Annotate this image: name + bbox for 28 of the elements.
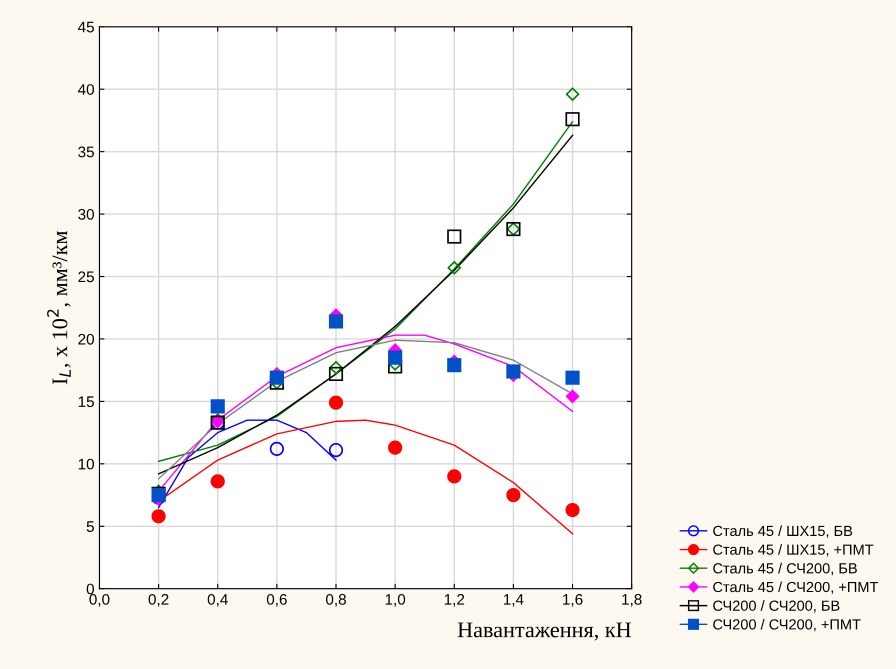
- x-axis-title: Навантаження, кН: [458, 622, 632, 641]
- legend-label: СЧ200 / СЧ200, БВ: [713, 600, 840, 613]
- legend-label: Сталь 45 / СЧ200, БВ: [713, 562, 857, 576]
- x-tick-label: 1,4: [504, 594, 524, 607]
- y-tick-label: 0: [86, 584, 94, 594]
- y-axis-title: I$_{L}$, x 10$^{2}$, мм³/км: [47, 231, 71, 384]
- y-tick-label: 10: [78, 458, 94, 470]
- x-tick-label: 0,8: [326, 594, 346, 607]
- legend-label: Сталь 45 / ШХ15, БВ: [713, 525, 852, 538]
- y-tick-label: 30: [78, 208, 94, 220]
- x-tick-label: 1,0: [386, 594, 406, 607]
- legend-label: Сталь 45 / СЧ200, +ПМТ: [713, 581, 878, 594]
- y-tick-label: 45: [78, 22, 94, 32]
- y-tick-label: 35: [78, 146, 94, 158]
- y-tick-label: 5: [86, 521, 94, 532]
- x-tick-label: 0,0: [89, 594, 110, 607]
- legend-label: Сталь 45 / ШХ15, +ПМТ: [713, 544, 874, 557]
- y-tick-label: 25: [78, 271, 94, 282]
- x-tick-label: 1,8: [622, 594, 642, 607]
- y-tick-label: 15: [78, 396, 94, 408]
- legend-label: СЧ200 / СЧ200, +ПМТ: [713, 618, 861, 632]
- x-tick-label: 1,6: [563, 594, 582, 607]
- x-tick-label: 0,6: [266, 594, 287, 607]
- x-tick-label: 0,4: [208, 594, 228, 607]
- y-tick-label: 20: [78, 334, 94, 345]
- x-tick-label: 0,2: [148, 594, 168, 607]
- x-tick-label: 1,2: [444, 594, 464, 607]
- y-tick-label: 40: [78, 84, 94, 95]
